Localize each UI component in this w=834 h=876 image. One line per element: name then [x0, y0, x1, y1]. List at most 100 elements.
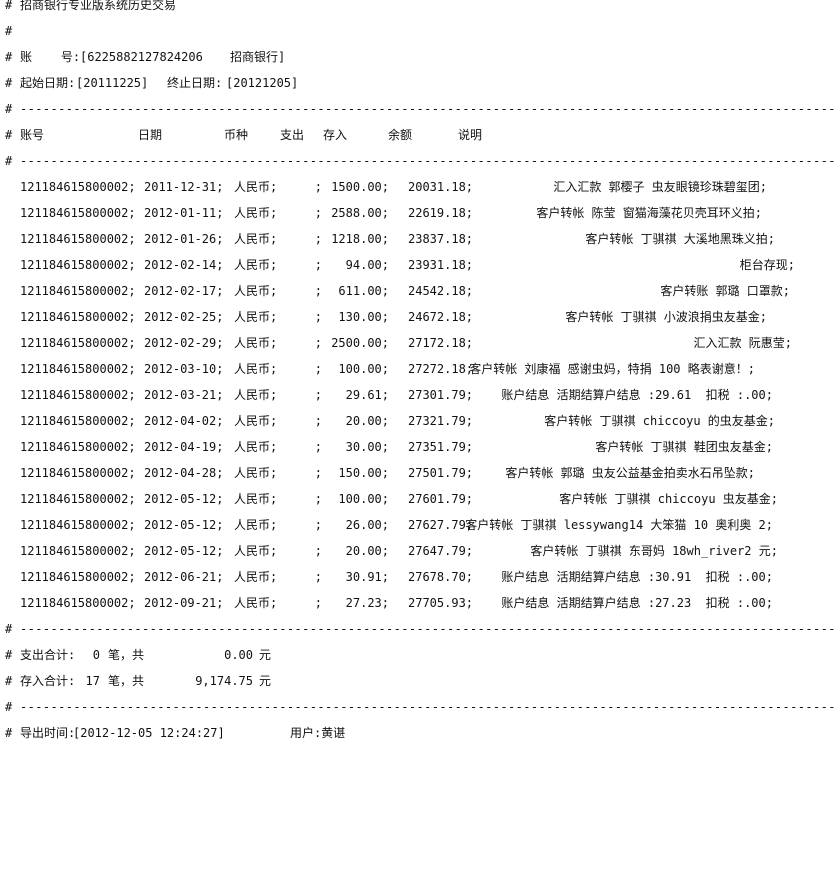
- col-description: 说明: [458, 128, 483, 142]
- row-balance: 23837.18;: [408, 232, 474, 246]
- deposit-total-line: # 存入合计: 17 笔，共 9,174.75 元: [0, 668, 834, 694]
- row-deposit: 1218.00;: [331, 232, 389, 246]
- row-balance: 22619.18;: [408, 206, 474, 220]
- row-balance: 27172.18;: [408, 336, 474, 350]
- row-date: 2012-02-25;: [144, 310, 224, 324]
- row-currency: 人民币;: [234, 232, 278, 246]
- row-date: 2011-12-31;: [144, 180, 224, 194]
- hash: #: [5, 0, 13, 12]
- row-currency: 人民币;: [234, 180, 278, 194]
- row-expense: ;: [314, 544, 322, 558]
- row-balance: 27647.79;: [408, 544, 474, 558]
- row-date: 2012-05-12;: [144, 544, 224, 558]
- account-line: # 账 号: [6225882127824206 招商银行]: [0, 44, 834, 70]
- table-row: 121184615800002; 2012-03-21; 人民币;; 29.61; 27…: [0, 382, 834, 408]
- col-date: 日期: [138, 128, 163, 142]
- row-expense: ;: [314, 206, 322, 220]
- row-expense: ;: [314, 596, 322, 610]
- export-line: # 导出时间: [2012-12-05 12:24:27] 用户:黄谌: [0, 720, 834, 746]
- table-row: 121184615800002; 2011-12-31; 人民币;; 1500.00;…: [0, 174, 834, 200]
- hash: #: [5, 154, 13, 168]
- row-account: 121184615800002;: [20, 518, 136, 532]
- row-currency: 人民币;: [234, 492, 278, 506]
- row-expense: ;: [314, 440, 322, 454]
- expense-total-label: 支出合计:: [20, 648, 76, 662]
- row-expense: ;: [314, 570, 322, 584]
- count-unit: 笔，共: [108, 674, 145, 688]
- dash-line: ----------------------------------------…: [20, 622, 834, 636]
- row-currency: 人民币;: [234, 388, 278, 402]
- row-description: 客户转帐 丁骐祺 chiccoyu 的虫友基金;: [544, 414, 775, 428]
- row-balance: 27705.93;: [408, 596, 474, 610]
- count-unit: 笔，共: [108, 648, 145, 662]
- row-balance: 24542.18;: [408, 284, 474, 298]
- period-line: # 起始日期: [20111225] 终止日期: [20121205]: [0, 70, 834, 96]
- table-row: 121184615800002; 2012-02-25; 人民币;; 130.00; 2…: [0, 304, 834, 330]
- expense-total-line: # 支出合计: 0 笔，共 0.00 元: [0, 642, 834, 668]
- expense-amount: 0.00: [224, 648, 253, 662]
- row-account: 121184615800002;: [20, 544, 136, 558]
- row-description: 客户转帐 丁骐祺 大溪地黑珠义拍;: [585, 232, 775, 246]
- row-deposit: 94.00;: [345, 258, 389, 272]
- col-expense: 支出: [280, 128, 305, 142]
- row-description: 汇入汇款 阮惠莹;: [693, 336, 792, 350]
- row-deposit: 100.00;: [338, 362, 389, 376]
- title-line: # 招商银行专业版系统历史交易: [0, 0, 834, 18]
- row-balance: 24672.18;: [408, 310, 474, 324]
- row-account: 121184615800002;: [20, 570, 136, 584]
- hash: #: [5, 648, 13, 662]
- row-deposit: 30.91;: [345, 570, 389, 584]
- row-description: 客户转帐 陈莹 窗猫海藻花贝壳耳环义拍;: [536, 206, 762, 220]
- row-expense: ;: [314, 180, 322, 194]
- account-number: [6225882127824206: [80, 50, 203, 64]
- row-description: 客户转帐 郭璐 虫友公益基金拍卖水石吊坠款;: [505, 466, 755, 480]
- row-expense: ;: [314, 258, 322, 272]
- divider: # --------------------------------------…: [0, 616, 834, 642]
- row-expense: ;: [314, 388, 322, 402]
- table-row: 121184615800002; 2012-02-29; 人民币;; 2500.00;…: [0, 330, 834, 356]
- row-expense: ;: [314, 492, 322, 506]
- row-date: 2012-05-12;: [144, 518, 224, 532]
- row-date: 2012-02-29;: [144, 336, 224, 350]
- row-deposit: 1500.00;: [331, 180, 389, 194]
- table-row: 121184615800002; 2012-03-10; 人民币;; 100.00; 2…: [0, 356, 834, 382]
- row-balance: 27501.79;: [408, 466, 474, 480]
- table-row: 121184615800002; 2012-04-28; 人民币;; 150.00; 2…: [0, 460, 834, 486]
- row-expense: ;: [314, 518, 322, 532]
- row-date: 2012-05-12;: [144, 492, 224, 506]
- row-balance: 27301.79;: [408, 388, 474, 402]
- row-date: 2012-04-28;: [144, 466, 224, 480]
- row-account: 121184615800002;: [20, 258, 136, 272]
- start-date: [20111225]: [76, 76, 149, 90]
- export-time: [2012-12-05 12:24:27]: [73, 726, 225, 740]
- row-currency: 人民币;: [234, 570, 278, 584]
- row-deposit: 27.23;: [345, 596, 389, 610]
- hash: #: [5, 622, 13, 636]
- row-date: 2012-01-26;: [144, 232, 224, 246]
- hash: #: [5, 76, 13, 90]
- row-balance: 27351.79;: [408, 440, 474, 454]
- deposit-amount: 9,174.75: [195, 674, 253, 688]
- table-row: 121184615800002; 2012-04-19; 人民币;; 30.00; 27…: [0, 434, 834, 460]
- row-account: 121184615800002;: [20, 492, 136, 506]
- bank-name: 招商银行]: [230, 50, 286, 64]
- row-account: 121184615800002;: [20, 596, 136, 610]
- hash: #: [5, 726, 13, 740]
- row-description: 账户结息 活期结算户结息 :30.91 扣税 :.00;: [501, 570, 773, 584]
- account-label: 账 号:: [20, 50, 81, 64]
- row-account: 121184615800002;: [20, 466, 136, 480]
- end-date-label: 终止日期:: [167, 76, 223, 90]
- row-expense: ;: [314, 362, 322, 376]
- divider: # --------------------------------------…: [0, 694, 834, 720]
- row-balance: 27627.79;: [408, 518, 474, 532]
- row-currency: 人民币;: [234, 310, 278, 324]
- row-account: 121184615800002;: [20, 388, 136, 402]
- row-description: 柜台存现;: [739, 258, 795, 272]
- row-currency: 人民币;: [234, 466, 278, 480]
- table-row: 121184615800002; 2012-05-12; 人民币;; 100.00; 2…: [0, 486, 834, 512]
- document-title: 招商银行专业版系统历史交易: [20, 0, 177, 12]
- export-user: 用户:黄谌: [290, 726, 346, 740]
- deposit-total-label: 存入合计:: [20, 674, 76, 688]
- row-deposit: 30.00;: [345, 440, 389, 454]
- expense-count: 0: [92, 648, 100, 662]
